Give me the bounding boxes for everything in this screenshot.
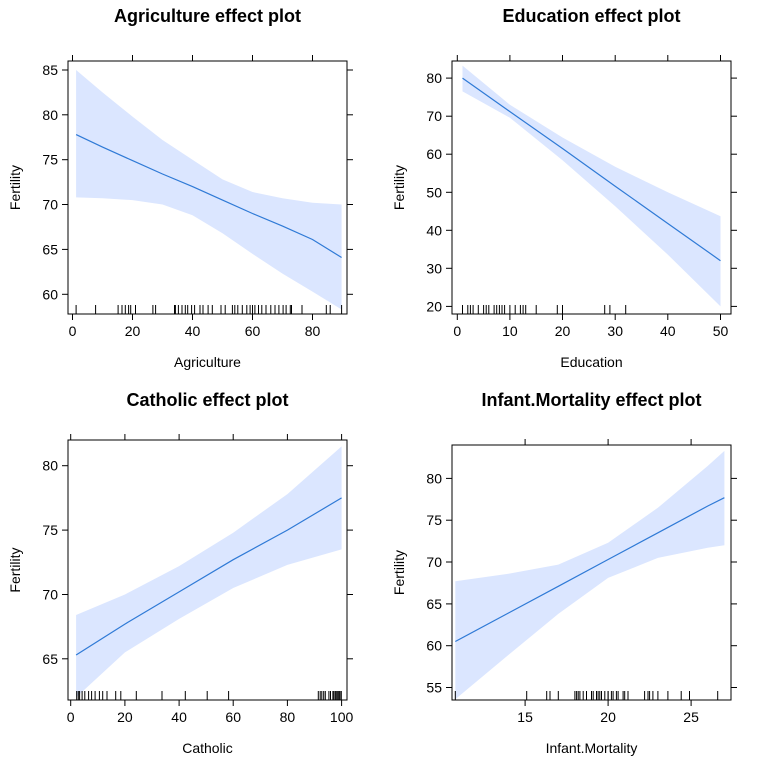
panel-catholic: 0 20 40 60 80 100 65 70 75 80 Catholic effect plot… [7, 390, 353, 756]
plot-frame [451, 444, 732, 701]
y-axis-label: Fertility [7, 547, 23, 592]
x-tick-label: 60 [245, 323, 261, 339]
y-tick-label: 30 [426, 260, 442, 276]
y-tick-label: 75 [42, 522, 58, 538]
x-tick-label: 30 [607, 323, 623, 339]
y-tick-label: 75 [42, 152, 58, 168]
y-tick-label: 70 [426, 554, 442, 570]
x-tick-label: 10 [502, 323, 518, 339]
y-tick-label: 65 [42, 651, 58, 667]
y-tick-label: 60 [426, 638, 442, 654]
y-tick-label: 80 [426, 70, 442, 86]
x-tick-label: 80 [305, 323, 321, 339]
plot-frame [451, 60, 732, 315]
x-tick-label: 40 [660, 323, 676, 339]
confidence-band [455, 450, 725, 700]
x-tick-label: 20 [555, 323, 571, 339]
x-tick-label: 50 [713, 323, 729, 339]
x-tick-label: 40 [185, 323, 201, 339]
x-tick-label: 0 [67, 709, 75, 725]
y-tick-label: 55 [426, 680, 442, 696]
y-axis-label: Fertility [391, 165, 407, 210]
y-tick-label: 40 [426, 222, 442, 238]
fitted-line [462, 77, 721, 262]
y-tick-label: 85 [42, 62, 58, 78]
y-tick-label: 50 [426, 184, 442, 200]
fitted-line [75, 134, 342, 259]
x-tick-label: 80 [280, 709, 296, 725]
x-axis-label: Infant.Mortality [546, 740, 638, 756]
chart-title: Infant.Mortality effect plot [482, 390, 702, 410]
x-tick-label: 100 [330, 709, 354, 725]
x-tick-label: 20 [600, 709, 616, 725]
y-tick-label: 70 [42, 197, 58, 213]
confidence-band [462, 65, 721, 307]
y-tick-label: 20 [426, 298, 442, 314]
y-axis-label: Fertility [7, 165, 23, 210]
x-axis-label: Catholic [182, 740, 233, 756]
y-tick-label: 65 [426, 596, 442, 612]
x-axis-label: Education [560, 354, 622, 370]
confidence-band [76, 446, 342, 698]
x-tick-label: 25 [683, 709, 699, 725]
y-tick-label: 60 [426, 146, 442, 162]
x-tick-label: 0 [453, 323, 461, 339]
panel-education: 0 10 20 30 40 50 20 30 40 50 60 70 80 Education effec… [391, 6, 737, 370]
y-axis-label: Fertility [391, 550, 407, 595]
y-tick-label: 80 [42, 458, 58, 474]
x-tick-label: 0 [69, 323, 77, 339]
y-tick-label: 70 [426, 108, 442, 124]
fitted-line [455, 497, 725, 643]
y-tick-label: 60 [42, 286, 58, 302]
chart-title: Education effect plot [502, 6, 680, 26]
panel-infant-mortality: 15 20 25 55 60 65 70 75 80 Infant.Mortality effec… [391, 390, 737, 756]
confidence-band [76, 70, 342, 310]
chart-title: Catholic effect plot [126, 390, 288, 410]
plot-frame [67, 60, 348, 315]
y-tick-label: 80 [42, 107, 58, 123]
x-tick-label: 40 [171, 709, 187, 725]
x-tick-label: 60 [225, 709, 241, 725]
y-tick-label: 75 [426, 512, 442, 528]
chart-title: Agriculture effect plot [114, 6, 301, 26]
x-tick-label: 20 [125, 323, 141, 339]
y-tick-label: 65 [42, 241, 58, 257]
fitted-line [75, 497, 342, 656]
x-axis-label: Agriculture [174, 354, 241, 370]
plot-frame [67, 439, 348, 701]
panel-agriculture: 0 20 40 60 80 60 65 70 75 80 85 Agriculture effect … [7, 6, 353, 370]
x-tick-label: 15 [517, 709, 533, 725]
x-tick-label: 20 [117, 709, 133, 725]
y-tick-label: 70 [42, 587, 58, 603]
y-tick-label: 80 [426, 470, 442, 486]
